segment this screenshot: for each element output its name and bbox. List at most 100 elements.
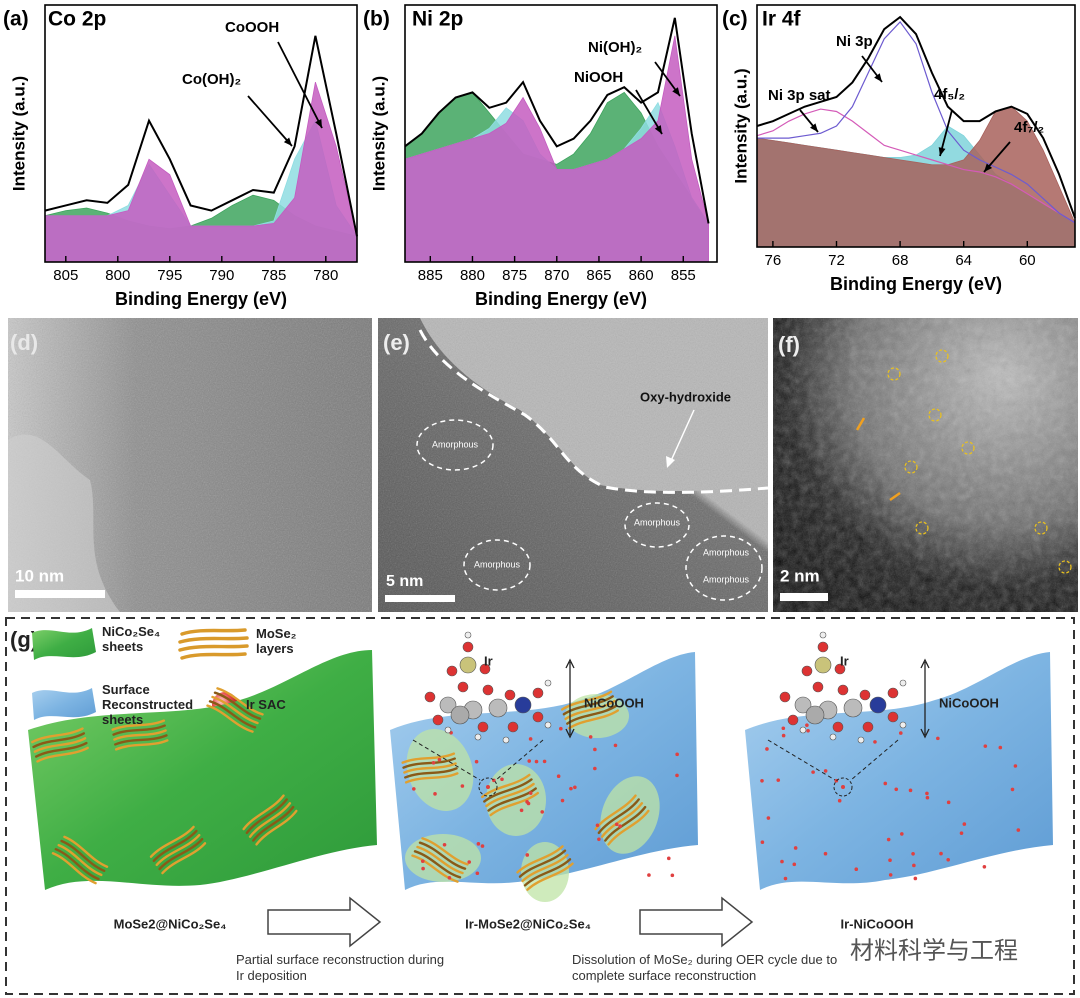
bundle — [111, 719, 169, 751]
schematic: (g) MoSe2@NiCo₂Se₄ Ir-MoSe2@NiCo₂Se₄ — [5, 617, 1075, 995]
ir-atom — [781, 726, 786, 731]
component-area — [756, 106, 1076, 248]
region-label: Amorphous — [634, 517, 681, 527]
layer — [255, 809, 298, 846]
atom — [817, 641, 829, 653]
atom — [819, 631, 827, 639]
scale-label: 2 nm — [780, 566, 820, 585]
atom — [488, 698, 508, 718]
layer — [401, 752, 456, 764]
ir-atom — [534, 759, 539, 764]
transition-arrow — [639, 896, 754, 948]
ir-atom — [474, 759, 479, 764]
plot-frame — [756, 4, 1076, 248]
legend-label: MoSe₂ layers — [256, 626, 297, 656]
panel-label: (c) — [722, 8, 748, 31]
plot-frame — [44, 4, 358, 263]
atom — [479, 663, 491, 675]
ir-atom — [500, 777, 504, 782]
panel-label: (f) — [778, 332, 800, 357]
layer — [485, 782, 535, 808]
ir-atom — [569, 786, 573, 791]
atom — [424, 691, 436, 703]
ir-atom — [675, 752, 679, 757]
layer — [245, 798, 288, 835]
annotation: Ni 3p sat — [768, 87, 831, 104]
ir-atom — [760, 840, 765, 845]
ir-atom — [593, 766, 597, 771]
layer — [112, 724, 166, 736]
x-tick-label: 790 — [209, 267, 234, 284]
ir-atom — [925, 795, 930, 800]
ir-atom — [781, 733, 786, 738]
atom — [801, 665, 813, 677]
region-label: Amorphous — [432, 439, 479, 449]
x-tick-label: 68 — [892, 252, 909, 269]
ir-atom — [983, 744, 988, 748]
annotation: Ni(OH)₂ — [588, 39, 642, 56]
layer — [51, 852, 97, 885]
layer — [57, 843, 103, 877]
atom — [457, 681, 469, 693]
atom — [779, 691, 791, 703]
atom — [444, 726, 452, 734]
legend-green-sheet — [32, 628, 96, 660]
annotation: Ni 3p — [836, 33, 873, 50]
ir-atom — [597, 837, 601, 842]
atom — [544, 679, 552, 687]
ir-atom — [805, 723, 809, 727]
layer — [32, 732, 86, 749]
chart-title: Co 2p — [48, 8, 106, 31]
ir-atom — [793, 846, 798, 850]
layer — [413, 850, 462, 879]
scale-bar — [15, 590, 105, 598]
bundle — [51, 835, 109, 885]
layer — [33, 737, 87, 753]
panel-label: (d) — [10, 330, 38, 355]
ir-atom — [911, 851, 915, 856]
ir-atom — [666, 856, 671, 861]
x-tick-label: 780 — [313, 267, 338, 284]
atom — [459, 656, 477, 674]
layer — [518, 849, 567, 878]
legend-label: Surface Reconstructed sheets — [102, 682, 194, 727]
bundle — [206, 687, 264, 733]
ir-atom — [476, 842, 481, 846]
site-label: Ir — [484, 653, 493, 668]
ir-atom — [442, 842, 447, 847]
bundle — [149, 825, 207, 875]
ir-atom — [1016, 828, 1021, 832]
sheet-stage-3 — [745, 652, 1053, 890]
ir-atom — [908, 788, 913, 793]
atom — [432, 714, 444, 726]
ir-atom — [588, 735, 593, 739]
layer — [421, 837, 469, 866]
x-tick-label: 64 — [955, 252, 972, 269]
layer — [418, 841, 467, 870]
ir-atom — [998, 745, 1003, 750]
y-axis-label: Intensity (a.u.) — [369, 76, 388, 191]
legend-layers — [178, 628, 249, 660]
x-tick-label: 855 — [671, 267, 696, 284]
ir-atom — [433, 792, 437, 796]
ir-atom — [559, 726, 563, 731]
layer — [526, 862, 574, 891]
layer — [483, 778, 533, 803]
ir-atom — [854, 867, 859, 871]
layer — [567, 709, 620, 730]
ir-atom — [519, 808, 524, 813]
interface-line — [418, 329, 769, 494]
layer — [248, 802, 292, 838]
layer — [54, 847, 100, 881]
layer — [600, 802, 644, 838]
layer — [411, 854, 459, 883]
ir-atom — [421, 866, 425, 871]
layer — [597, 798, 640, 835]
layer — [566, 704, 618, 725]
atom — [814, 656, 832, 674]
atom — [862, 721, 874, 733]
layer — [155, 833, 201, 867]
atom — [532, 687, 544, 699]
atom — [805, 705, 825, 725]
bundle — [481, 773, 539, 817]
